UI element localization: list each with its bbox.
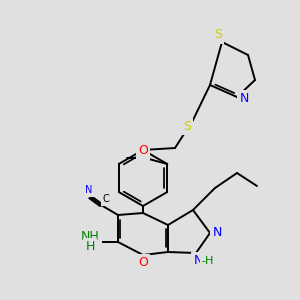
Text: C: C	[103, 194, 110, 204]
Text: H: H	[85, 241, 95, 254]
Text: N: N	[85, 185, 93, 195]
Text: N: N	[193, 254, 203, 268]
Text: S: S	[183, 119, 191, 133]
Text: -H: -H	[202, 256, 214, 266]
Text: NH: NH	[81, 230, 99, 244]
Text: S: S	[214, 28, 222, 41]
Text: N: N	[212, 226, 222, 239]
Text: O: O	[138, 256, 148, 269]
Text: O: O	[138, 145, 148, 158]
Text: N: N	[239, 92, 249, 106]
